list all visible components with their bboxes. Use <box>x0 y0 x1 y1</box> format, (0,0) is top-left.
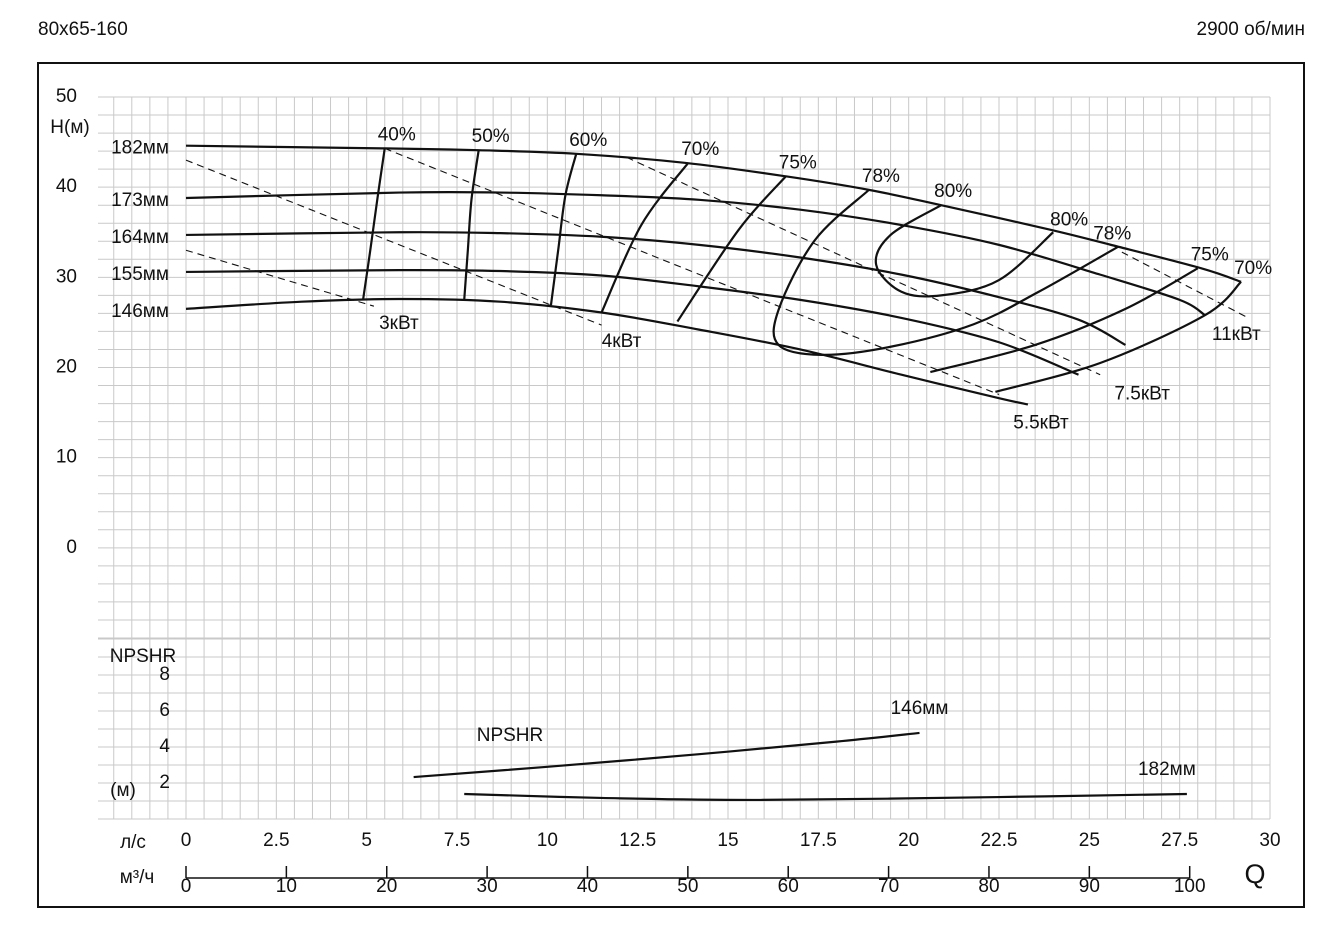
efficiency-label: 80% <box>1050 209 1088 230</box>
y-axis-label: NPSHR <box>110 646 177 667</box>
x2-tick-label: 90 <box>1079 876 1100 897</box>
power-label: 5.5кВт <box>1013 413 1069 434</box>
chart-title: 80x65-160 <box>38 19 128 40</box>
efficiency-label: 70% <box>681 139 719 160</box>
y-tick-label: 0 <box>66 537 77 558</box>
y-tick-label: 30 <box>56 266 77 287</box>
npsh-curve-label: NPSHR <box>477 725 544 746</box>
y-tick-label: 10 <box>56 447 77 468</box>
efficiency-curve <box>600 162 690 313</box>
power-label: 11кВт <box>1212 324 1261 345</box>
y-tick-label: 4 <box>159 736 170 757</box>
mark-layer: 0 10 20 30 40 50 2 4 6 8 H(м) NPSHR (м) 0 2.5 5 7.5 10 12.… <box>50 86 1280 897</box>
x-tick-label: 10 <box>537 830 558 851</box>
efficiency-curve <box>874 204 1054 298</box>
power-line <box>185 249 375 307</box>
power-label: 3кВт <box>379 313 419 334</box>
y-axis-label: H(м) <box>50 117 89 138</box>
npsh-diameter-label: 146мм <box>891 698 949 719</box>
efficiency-curve <box>772 189 1119 356</box>
x-tick-label: 17.5 <box>800 830 837 851</box>
x2-tick-label: 60 <box>778 876 799 897</box>
diameter-label: 164мм <box>111 227 169 248</box>
x2-tick-label: 100 <box>1174 876 1206 897</box>
y-tick-label: 2 <box>159 772 170 793</box>
x2-tick-label: 20 <box>376 876 397 897</box>
x-tick-label: 0 <box>181 830 192 851</box>
x2-tick-label: 10 <box>276 876 297 897</box>
power-line <box>626 156 1101 376</box>
x2-axis-label: м³/ч <box>120 867 155 888</box>
efficiency-label: 70% <box>1234 258 1272 279</box>
y-tick-label: 40 <box>56 176 77 197</box>
x-tick-label: 15 <box>717 830 738 851</box>
curve <box>185 231 1126 346</box>
power-line <box>384 147 1000 396</box>
efficiency-label: 78% <box>862 166 900 187</box>
x2-tick-label: 40 <box>577 876 598 897</box>
y-axis-unit: (м) <box>110 780 136 801</box>
x2-tick-label: 0 <box>181 876 192 897</box>
grid-layer <box>98 96 1271 820</box>
power-label: 4кВт <box>602 331 642 352</box>
curve <box>185 268 1079 376</box>
efficiency-label: 40% <box>378 124 416 145</box>
x2-tick-label: 50 <box>677 876 698 897</box>
curve <box>185 297 1029 406</box>
y-tick-label: 6 <box>159 700 170 721</box>
diameter-label: 173мм <box>111 190 169 211</box>
frame <box>37 62 1305 908</box>
efficiency-curve <box>930 267 1199 374</box>
curve <box>185 190 1206 317</box>
curve <box>185 144 1242 283</box>
efficiency-curve <box>463 150 480 300</box>
diameter-label: 182мм <box>111 138 169 159</box>
diameter-label: 146мм <box>111 301 169 322</box>
npsh-diameter-label: 182мм <box>1138 759 1196 780</box>
y-tick-label: 50 <box>56 86 77 107</box>
efficiency-curve <box>676 175 787 323</box>
efficiency-curve <box>361 148 386 301</box>
x-tick-label: 20 <box>898 830 919 851</box>
diameter-label: 155мм <box>111 264 169 285</box>
power-line <box>185 159 602 326</box>
x-tick-label: 27.5 <box>1161 830 1198 851</box>
x-tick-label: 25 <box>1079 830 1100 851</box>
efficiency-label: 78% <box>1093 224 1131 245</box>
x2-tick-label: 70 <box>878 876 899 897</box>
x2-tick-label: 30 <box>477 876 498 897</box>
x-tick-label: 2.5 <box>263 830 289 851</box>
speed-label: 2900 об/мин <box>1197 19 1305 40</box>
x-tick-label: 12.5 <box>619 830 656 851</box>
power-label: 7.5кВт <box>1114 384 1170 405</box>
x-tick-label: 5 <box>361 830 372 851</box>
efficiency-label: 75% <box>779 152 817 173</box>
x2-tick-label: 80 <box>978 876 999 897</box>
power-line <box>1121 251 1249 319</box>
x-tick-label: 7.5 <box>444 830 470 851</box>
efficiency-label: 60% <box>569 130 607 151</box>
x-tick-label: 30 <box>1259 830 1280 851</box>
q-label: Q <box>1244 859 1265 889</box>
efficiency-label: 50% <box>472 126 510 147</box>
efficiency-curve <box>549 153 578 306</box>
curve <box>413 731 920 779</box>
curve <box>464 792 1187 802</box>
y-tick-label: 8 <box>159 664 170 685</box>
efficiency-label: 75% <box>1191 244 1229 265</box>
efficiency-label: 80% <box>934 181 972 202</box>
x-axis-label: л/с <box>120 832 146 853</box>
efficiency-curve <box>995 281 1242 393</box>
x-tick-label: 22.5 <box>981 830 1018 851</box>
y-tick-label: 20 <box>56 357 77 378</box>
